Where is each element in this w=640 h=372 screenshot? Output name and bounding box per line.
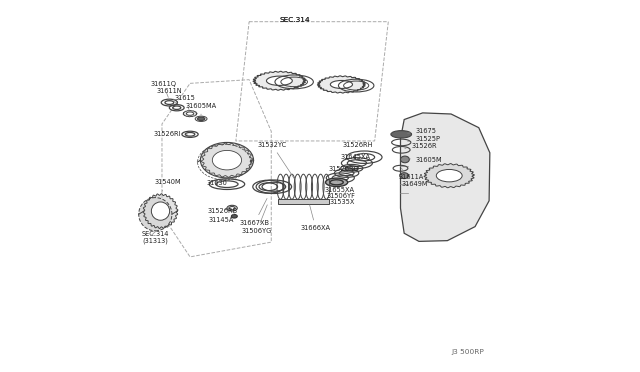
Text: SEC.314: SEC.314	[280, 17, 310, 23]
Ellipse shape	[197, 117, 205, 121]
Polygon shape	[401, 113, 490, 241]
Text: 31525P: 31525P	[408, 136, 440, 142]
Ellipse shape	[330, 180, 343, 185]
Text: 31630: 31630	[206, 180, 227, 186]
Text: 31145A: 31145A	[209, 214, 234, 223]
Text: 31526R: 31526R	[404, 143, 437, 149]
Polygon shape	[424, 164, 474, 188]
Polygon shape	[143, 194, 178, 228]
Text: 31526RB: 31526RB	[207, 207, 237, 214]
Text: 31535X: 31535X	[329, 192, 355, 205]
Polygon shape	[183, 110, 197, 117]
Text: 31526RG: 31526RG	[328, 166, 359, 172]
Text: 31675: 31675	[408, 128, 437, 134]
Text: 31532YC: 31532YC	[257, 142, 294, 179]
Ellipse shape	[151, 202, 170, 220]
Text: 31540M: 31540M	[155, 179, 181, 191]
Text: 31605MA: 31605MA	[185, 103, 216, 115]
Ellipse shape	[391, 131, 412, 138]
Text: 31649M: 31649M	[401, 175, 428, 187]
Text: 31506YF: 31506YF	[326, 186, 356, 199]
Text: 31666XA: 31666XA	[301, 205, 331, 231]
Text: 31611Q: 31611Q	[150, 81, 176, 97]
Text: 31611N: 31611N	[157, 88, 182, 103]
Ellipse shape	[186, 112, 194, 115]
Ellipse shape	[232, 215, 237, 218]
Text: 31605M: 31605M	[410, 157, 443, 163]
Text: 31506YG: 31506YG	[242, 205, 272, 234]
Ellipse shape	[266, 76, 292, 86]
Polygon shape	[253, 71, 306, 90]
Text: 31655XA: 31655XA	[324, 182, 355, 193]
Polygon shape	[317, 76, 365, 93]
Text: (31313): (31313)	[142, 237, 168, 244]
Polygon shape	[202, 143, 253, 177]
Ellipse shape	[139, 198, 172, 231]
Bar	[278, 199, 329, 204]
Ellipse shape	[200, 142, 253, 178]
Ellipse shape	[436, 170, 462, 182]
Text: 31615: 31615	[174, 95, 195, 110]
Ellipse shape	[401, 156, 410, 163]
Ellipse shape	[212, 150, 241, 170]
Text: SEC.314: SEC.314	[142, 231, 170, 237]
Ellipse shape	[400, 173, 408, 179]
Text: 31526RI: 31526RI	[153, 131, 188, 137]
Text: 31526RH: 31526RH	[343, 142, 373, 154]
Text: J3 500RP: J3 500RP	[451, 349, 484, 355]
Text: 31611A: 31611A	[398, 168, 424, 180]
Ellipse shape	[326, 178, 348, 186]
Text: SEC.314: SEC.314	[280, 17, 310, 23]
Ellipse shape	[330, 80, 353, 89]
Text: 31667XB: 31667XB	[239, 198, 269, 226]
Text: 31645XA: 31645XA	[340, 154, 371, 161]
